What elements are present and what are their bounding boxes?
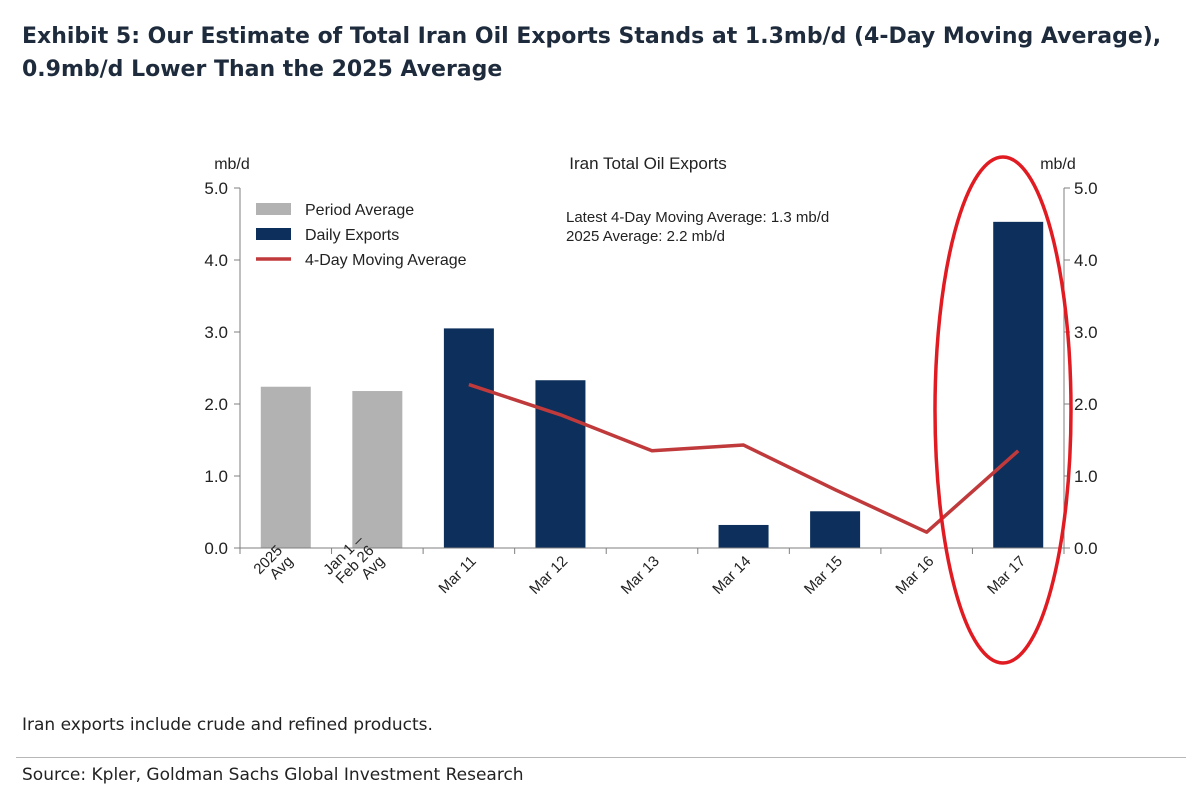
x-category-label: Mar 17	[984, 553, 1029, 598]
legend-swatch	[256, 203, 291, 215]
highlight-ellipse	[933, 155, 1073, 665]
x-category-label-line: Mar 14	[709, 553, 754, 598]
x-category-label-line: Mar 16	[892, 553, 937, 598]
footnote: Iran exports include crude and refined p…	[22, 715, 433, 735]
daily-exports-bar	[810, 511, 861, 548]
x-category-label-line: Mar 12	[526, 553, 571, 598]
x-axis: 2025Avg Jan 1 –Feb 26Avg Mar 11 Mar 12 Mar 1…	[239, 531, 1065, 598]
right-tick-label: 2.0	[1074, 395, 1098, 414]
left-tick-label: 3.0	[204, 323, 228, 342]
left-axis-unit: mb/d	[214, 156, 250, 173]
iran-oil-exports-chart: Iran Total Oil Exports mb/d mb/d 0.0 1.0 2…	[204, 154, 1098, 665]
x-category-label-line: Mar 11	[435, 553, 479, 597]
daily-exports-bar	[443, 328, 494, 548]
right-axis-unit: mb/d	[1040, 156, 1076, 173]
right-tick-label: 5.0	[1074, 179, 1098, 198]
legend-label: Daily Exports	[305, 227, 399, 244]
daily-exports-bar	[718, 524, 769, 548]
right-tick-label: 4.0	[1074, 251, 1098, 270]
x-category-label: Mar 16	[892, 553, 937, 598]
x-category-label: Mar 14	[709, 553, 754, 598]
x-category-label: Mar 12	[526, 553, 571, 598]
x-category-label: Mar 15	[801, 553, 846, 598]
left-tick-label: 2.0	[204, 395, 228, 414]
x-category-label: Mar 13	[618, 553, 663, 598]
right-tick-label: 1.0	[1074, 467, 1098, 486]
left-tick-label: 4.0	[204, 251, 228, 270]
annotation-2025-average: 2025 Average: 2.2 mb/d	[566, 228, 725, 245]
x-category-label-line: Mar 15	[801, 553, 846, 598]
left-tick-label: 0.0	[204, 539, 228, 558]
legend-label: 4-Day Moving Average	[305, 252, 467, 269]
legend: Period Average Daily Exports 4-Day Moving …	[256, 202, 467, 269]
bars-group	[260, 221, 1044, 548]
x-category-label-line: Mar 17	[984, 553, 1029, 598]
x-category-label: 2025Avg	[250, 542, 296, 588]
left-tick-label: 5.0	[204, 179, 228, 198]
footer-divider	[16, 757, 1186, 758]
left-tick-label: 1.0	[204, 467, 228, 486]
moving-average-layer	[468, 382, 1020, 534]
chart-title: Iran Total Oil Exports	[569, 154, 726, 173]
legend-swatch	[256, 228, 291, 240]
right-tick-label: 3.0	[1074, 323, 1098, 342]
period-average-bar	[352, 391, 403, 548]
annotation-latest-moving-average: Latest 4-Day Moving Average: 1.3 mb/d	[566, 209, 829, 226]
x-category-label-line: Mar 13	[618, 553, 663, 598]
legend-label: Period Average	[305, 202, 414, 219]
period-average-bar	[260, 386, 311, 548]
daily-exports-bar	[535, 380, 586, 548]
x-category-label: Mar 11	[435, 553, 479, 597]
exhibit-title-line-1: Exhibit 5: Our Estimate of Total Iran Oi…	[22, 24, 1162, 49]
right-tick-label: 0.0	[1074, 539, 1098, 558]
daily-exports-bar	[993, 221, 1044, 548]
exhibit-title-line-2: 0.9mb/d Lower Than the 2025 Average	[22, 57, 503, 82]
exhibit-title: Exhibit 5: Our Estimate of Total Iran Oi…	[22, 20, 1187, 86]
source-line: Source: Kpler, Goldman Sachs Global Inve…	[22, 765, 524, 785]
left-y-axis: 0.0 1.0 2.0 3.0 4.0 5.0	[204, 179, 241, 558]
